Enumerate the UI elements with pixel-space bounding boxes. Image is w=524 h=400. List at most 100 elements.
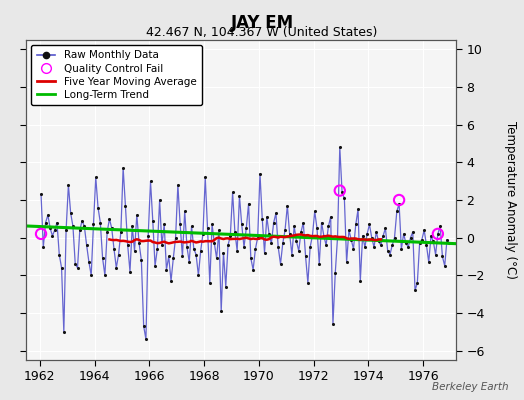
Point	[139, 323, 148, 329]
Point	[173, 182, 182, 188]
Point	[208, 221, 216, 228]
Point	[333, 234, 342, 241]
Point	[279, 240, 287, 246]
Point	[153, 246, 161, 252]
Point	[210, 240, 219, 246]
Point	[434, 231, 442, 237]
Point	[340, 195, 348, 201]
Point	[203, 225, 212, 232]
Point	[41, 219, 50, 226]
Point	[71, 261, 80, 267]
Point	[144, 232, 152, 239]
Point	[85, 259, 93, 265]
Point	[272, 210, 280, 216]
Point	[397, 246, 406, 252]
Point	[420, 227, 429, 233]
Point	[194, 272, 203, 278]
Point	[62, 227, 70, 233]
Point	[427, 232, 435, 239]
Point	[222, 283, 230, 290]
Point	[301, 253, 310, 260]
Point	[320, 232, 328, 239]
Text: JAY EM: JAY EM	[231, 14, 293, 32]
Point	[99, 255, 107, 262]
Point	[46, 225, 54, 232]
Point	[78, 218, 86, 224]
Point	[69, 223, 77, 230]
Point	[329, 321, 337, 328]
Point	[269, 219, 278, 226]
Point	[196, 248, 205, 254]
Point	[406, 234, 414, 241]
Point	[283, 202, 291, 209]
Point	[240, 244, 248, 250]
Y-axis label: Temperature Anomaly (°C): Temperature Anomaly (°C)	[504, 121, 517, 279]
Point	[286, 231, 294, 237]
Point	[233, 248, 242, 254]
Point	[399, 231, 408, 237]
Point	[424, 259, 433, 265]
Point	[335, 144, 344, 150]
Point	[363, 231, 372, 237]
Point	[137, 257, 146, 264]
Point	[237, 221, 246, 228]
Text: 42.467 N, 104.367 W (United States): 42.467 N, 104.367 W (United States)	[146, 26, 378, 39]
Point	[114, 251, 123, 258]
Point	[292, 238, 301, 245]
Point	[176, 221, 184, 228]
Point	[110, 246, 118, 252]
Point	[231, 229, 239, 235]
Point	[228, 189, 237, 196]
Point	[372, 229, 380, 235]
Point	[247, 255, 255, 262]
Point	[318, 219, 326, 226]
Point	[217, 308, 225, 314]
Point	[107, 225, 116, 232]
Point	[242, 225, 250, 232]
Point	[356, 278, 365, 284]
Point	[260, 250, 269, 256]
Point	[324, 223, 333, 230]
Point	[80, 223, 89, 230]
Point	[188, 223, 196, 230]
Legend: Raw Monthly Data, Quality Control Fail, Five Year Moving Average, Long-Term Tren: Raw Monthly Data, Quality Control Fail, …	[31, 45, 202, 105]
Point	[322, 242, 330, 248]
Point	[274, 244, 282, 250]
Point	[87, 272, 95, 278]
Point	[101, 272, 109, 278]
Point	[313, 225, 321, 232]
Point	[413, 280, 421, 286]
Point	[75, 227, 84, 233]
Point	[192, 251, 200, 258]
Point	[306, 244, 314, 250]
Point	[53, 219, 61, 226]
Point	[384, 248, 392, 254]
Point	[149, 218, 157, 224]
Point	[224, 242, 232, 248]
Point	[64, 182, 73, 188]
Point	[258, 216, 266, 222]
Point	[350, 246, 358, 252]
Point	[343, 259, 351, 265]
Point	[352, 221, 360, 228]
Point	[263, 214, 271, 220]
Point	[338, 189, 346, 196]
Point	[169, 255, 178, 262]
Point	[128, 223, 136, 230]
Point	[185, 259, 193, 265]
Point	[103, 229, 111, 235]
Point	[381, 225, 390, 232]
Point	[347, 236, 355, 243]
Point	[165, 253, 173, 260]
Point	[212, 255, 221, 262]
Point	[199, 231, 207, 237]
Point	[201, 174, 210, 181]
Point	[60, 328, 68, 335]
Point	[429, 238, 438, 245]
Point	[82, 242, 91, 248]
Point	[290, 223, 298, 230]
Point	[315, 261, 323, 267]
Point	[265, 231, 274, 237]
Point	[388, 242, 397, 248]
Point	[365, 221, 374, 228]
